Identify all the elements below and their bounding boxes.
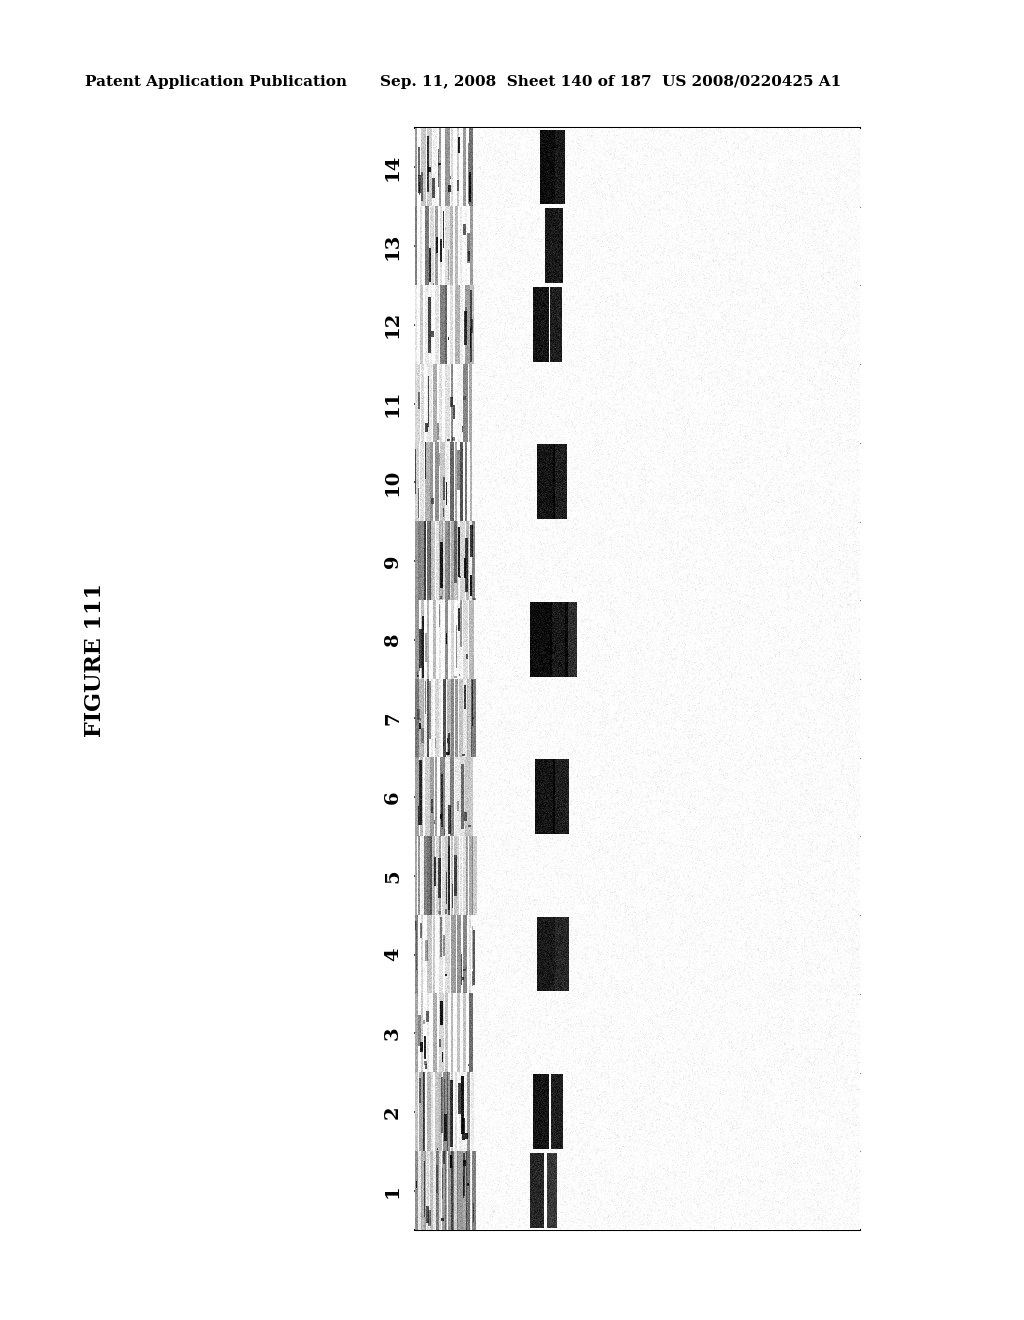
Text: 1: 1	[384, 1184, 402, 1197]
Text: Patent Application Publication: Patent Application Publication	[85, 75, 347, 88]
Text: 7: 7	[384, 711, 402, 725]
Text: 14: 14	[384, 153, 402, 181]
Text: 4: 4	[384, 948, 402, 961]
Text: 12: 12	[384, 312, 402, 338]
Text: 11: 11	[384, 389, 402, 417]
Text: 13: 13	[384, 232, 402, 260]
Text: 6: 6	[384, 791, 402, 804]
Text: 10: 10	[384, 469, 402, 496]
Text: FIGURE 111: FIGURE 111	[84, 583, 106, 737]
Text: 3: 3	[384, 1027, 402, 1040]
Text: 9: 9	[384, 554, 402, 568]
Text: Sep. 11, 2008  Sheet 140 of 187  US 2008/0220425 A1: Sep. 11, 2008 Sheet 140 of 187 US 2008/0…	[380, 75, 841, 88]
Text: 2: 2	[384, 1105, 402, 1118]
Text: 5: 5	[384, 869, 402, 883]
Text: 8: 8	[384, 632, 402, 647]
